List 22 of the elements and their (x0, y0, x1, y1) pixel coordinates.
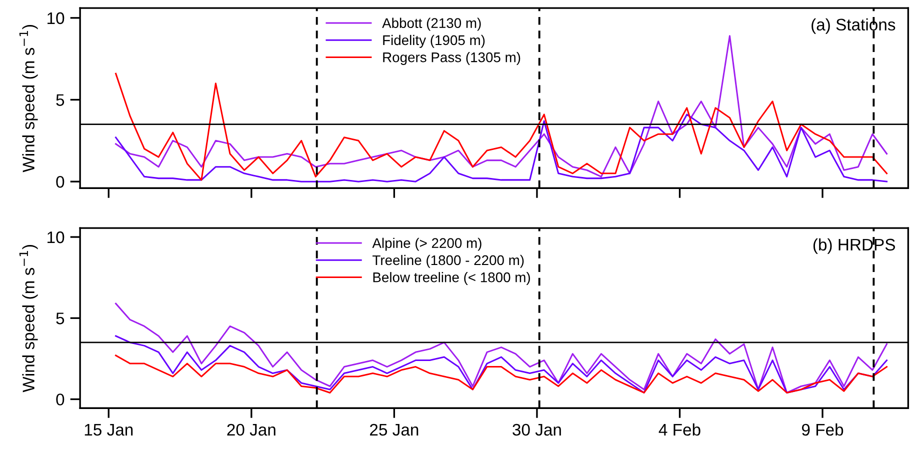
text: (a) Stations (812, 18, 896, 34)
legend-label: Fidelity (1905 m) (383, 34, 485, 48)
y-axis-title: Wind speed (m s$^{−1}$) (19, 244, 38, 392)
x-tick-label: 20 Jan (227, 424, 276, 436)
y-tick-label: 5 (56, 312, 64, 324)
y-axis-title: Wind speed (m s$^{−1}$) (19, 24, 38, 172)
y-tick-label: 0 (56, 394, 64, 406)
x-tick-label: 30 Jan (512, 424, 561, 436)
legend-label: Alpine (> 2200 m) (372, 238, 482, 251)
x-tick-label: 25 Jan (370, 424, 418, 436)
legend-label: Rogers Pass (1305 m) (383, 52, 520, 65)
y-tick-label: 0 (56, 176, 64, 188)
x-tick-label: 9 Feb (802, 423, 844, 436)
x-tick-label: 15 Jan (84, 424, 133, 436)
x-tick-label: 4 Feb (658, 423, 700, 436)
legend-label: Treeline (1800 - 2200 m) (372, 254, 524, 268)
y-tick-label: 5 (56, 94, 64, 106)
legend-label: Abbott (2130 m) (382, 18, 481, 31)
y-tick-label: 10 (48, 12, 64, 24)
y-tick-label: 10 (48, 231, 64, 244)
text: (b) HRDPS (813, 238, 895, 254)
legend-label: Below treeline (< 1800 m) (373, 272, 530, 285)
